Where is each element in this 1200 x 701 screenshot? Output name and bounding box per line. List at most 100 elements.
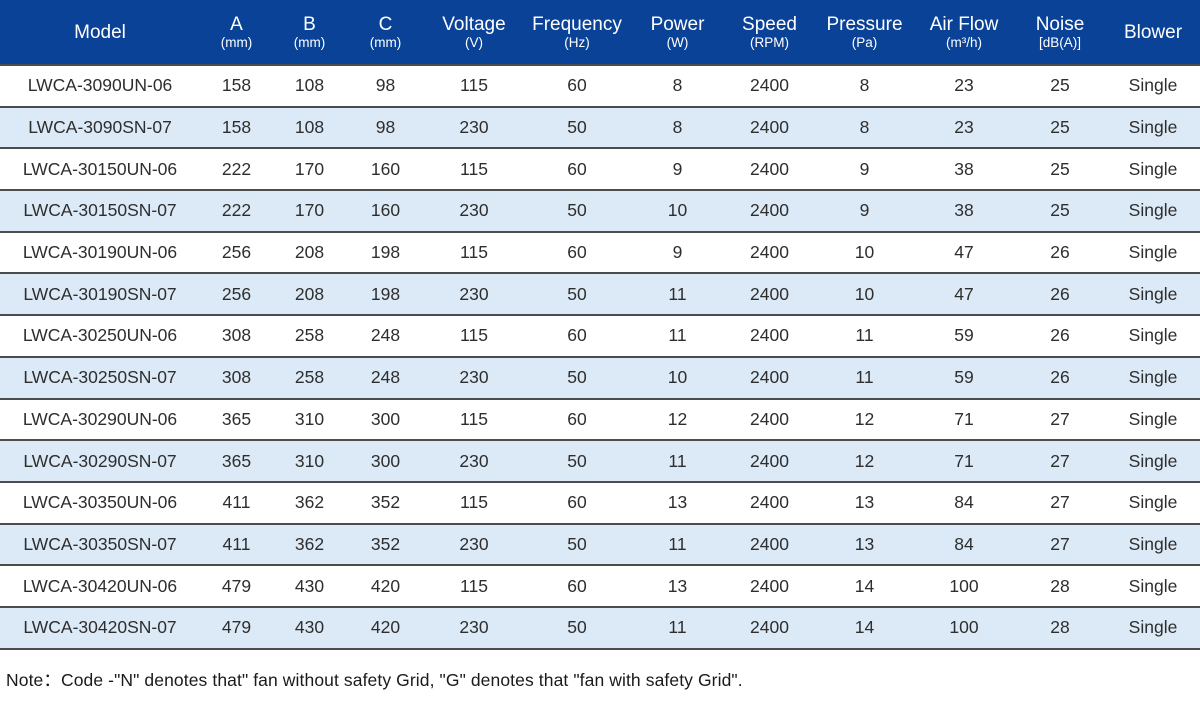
value-cell: 27 — [1014, 480, 1106, 524]
value-cell: 2400 — [724, 439, 815, 482]
table-row: LWCA-30290UN-06 365 310 300 115 60 12 2400 12 71 2… — [0, 397, 1200, 441]
value-cell: 420 — [346, 605, 425, 650]
value-cell: 38 — [914, 189, 1014, 232]
value-cell: 27 — [1014, 397, 1106, 441]
value-cell: 26 — [1014, 272, 1106, 316]
value-cell: 256 — [200, 272, 273, 316]
value-cell: 256 — [200, 230, 273, 274]
value-cell: 50 — [523, 355, 631, 399]
value-cell: 60 — [523, 564, 631, 607]
value-cell: 248 — [346, 314, 425, 357]
column-unit: [dB(A)] — [1038, 35, 1081, 51]
value-cell: 170 — [273, 189, 346, 232]
value-cell: 8 — [631, 64, 724, 107]
value-cell: 98 — [346, 64, 425, 107]
value-cell: 11 — [631, 439, 724, 482]
value-cell: 8 — [631, 105, 724, 149]
value-cell: 13 — [815, 522, 914, 566]
value-cell: 50 — [523, 105, 631, 149]
model-cell: LWCA-30190SN-07 — [0, 272, 200, 316]
value-cell: 10 — [631, 355, 724, 399]
value-cell: 50 — [523, 189, 631, 232]
value-cell: 158 — [200, 64, 273, 107]
value-cell: 60 — [523, 480, 631, 524]
model-cell: LWCA-30250UN-06 — [0, 314, 200, 357]
value-cell: 2400 — [724, 189, 815, 232]
value-cell: 28 — [1014, 605, 1106, 650]
value-cell: 420 — [346, 564, 425, 607]
value-cell: 365 — [200, 439, 273, 482]
value-cell: 362 — [273, 522, 346, 566]
value-cell: 115 — [425, 230, 523, 274]
table-row: LWCA-30420SN-07 479 430 420 230 50 11 2400 14 100… — [0, 605, 1200, 650]
value-cell: 160 — [346, 189, 425, 232]
column-header-model: Model — [0, 0, 200, 65]
model-cell: LWCA-30190UN-06 — [0, 230, 200, 274]
value-cell: 222 — [200, 189, 273, 232]
value-cell: 115 — [425, 397, 523, 441]
value-cell: 84 — [914, 522, 1014, 566]
value-cell: 362 — [273, 480, 346, 524]
value-cell: 479 — [200, 605, 273, 650]
value-cell: 60 — [523, 230, 631, 274]
value-cell: 230 — [425, 355, 523, 399]
value-cell: Single — [1106, 147, 1200, 191]
value-cell: 230 — [425, 272, 523, 316]
column-unit: (RPM) — [750, 35, 789, 51]
value-cell: Single — [1106, 230, 1200, 274]
value-cell: Single — [1106, 355, 1200, 399]
column-unit: (mm) — [293, 35, 326, 51]
value-cell: 158 — [200, 105, 273, 149]
model-cell: LWCA-3090SN-07 — [0, 105, 200, 149]
value-cell: 430 — [273, 605, 346, 650]
value-cell: Single — [1106, 105, 1200, 149]
column-header-c: C (mm) — [346, 0, 425, 65]
model-cell: LWCA-30290UN-06 — [0, 397, 200, 441]
value-cell: 2400 — [724, 355, 815, 399]
value-cell: 8 — [815, 64, 914, 107]
value-cell: 25 — [1014, 147, 1106, 191]
value-cell: 11 — [631, 314, 724, 357]
value-cell: 115 — [425, 147, 523, 191]
value-cell: 10 — [815, 272, 914, 316]
value-cell: Single — [1106, 564, 1200, 607]
table-row: LWCA-30290SN-07 365 310 300 230 50 11 2400 12 71 2… — [0, 439, 1200, 482]
value-cell: 47 — [914, 230, 1014, 274]
table-row: LWCA-30420UN-06 479 430 420 115 60 13 2400 14 100… — [0, 564, 1200, 607]
table-row: LWCA-30250SN-07 308 258 248 230 50 10 2400 11 59 2… — [0, 355, 1200, 399]
value-cell: 2400 — [724, 64, 815, 107]
column-label: Speed — [742, 13, 797, 35]
value-cell: 308 — [200, 355, 273, 399]
table-header: Model A (mm) B (mm) C (mm) Voltage (V) Frequency(… — [0, 0, 1200, 65]
column-unit: (V) — [465, 35, 483, 51]
value-cell: 50 — [523, 272, 631, 316]
value-cell: 2400 — [724, 480, 815, 524]
value-cell: 160 — [346, 147, 425, 191]
value-cell: Single — [1106, 64, 1200, 107]
value-cell: 26 — [1014, 230, 1106, 274]
column-label: Model — [74, 22, 126, 44]
value-cell: 11 — [815, 355, 914, 399]
value-cell: 9 — [815, 147, 914, 191]
value-cell: 198 — [346, 230, 425, 274]
value-cell: 50 — [523, 439, 631, 482]
column-unit: (Hz) — [564, 35, 590, 51]
value-cell: 12 — [631, 397, 724, 441]
value-cell: 258 — [273, 314, 346, 357]
value-cell: 230 — [425, 522, 523, 566]
value-cell: 60 — [523, 397, 631, 441]
value-cell: Single — [1106, 272, 1200, 316]
table-row: LWCA-30250UN-06 308 258 248 115 60 11 2400 11 59 2… — [0, 314, 1200, 357]
value-cell: 23 — [914, 105, 1014, 149]
value-cell: 59 — [914, 355, 1014, 399]
column-header-air-flow: Air Flow (m³/h) — [914, 0, 1014, 65]
value-cell: 430 — [273, 564, 346, 607]
column-label: A — [230, 13, 243, 35]
value-cell: Single — [1106, 605, 1200, 650]
model-cell: LWCA-3090UN-06 — [0, 64, 200, 107]
model-cell: LWCA-30350SN-07 — [0, 522, 200, 566]
model-cell: LWCA-30250SN-07 — [0, 355, 200, 399]
column-header-b: B (mm) — [273, 0, 346, 65]
value-cell: 14 — [815, 564, 914, 607]
value-cell: 365 — [200, 397, 273, 441]
